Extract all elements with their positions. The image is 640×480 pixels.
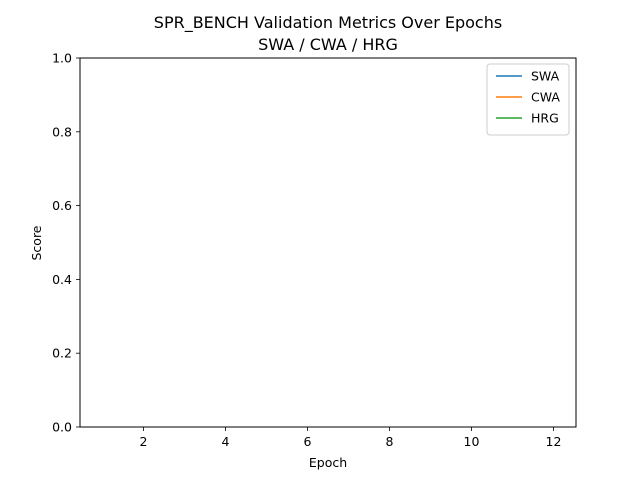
chart-title: SPR_BENCH Validation Metrics Over Epochs (154, 13, 502, 33)
y-tick-label: 0.8 (52, 124, 72, 139)
y-tick-label: 0.0 (52, 420, 72, 435)
y-axis-label: Score (29, 225, 44, 260)
legend-label-swa: SWA (531, 69, 560, 84)
x-tick-label: 10 (464, 434, 480, 449)
legend-label-cwa: CWA (531, 90, 560, 105)
y-tick-label: 0.6 (52, 198, 72, 213)
chart-subtitle: SWA / CWA / HRG (258, 35, 398, 54)
y-tick-label: 0.4 (52, 272, 72, 287)
axes: 2 4 6 8 10 12 0.0 0.2 0.4 0.6 0.8 1.0 (52, 51, 561, 450)
legend-label-hrg: HRG (531, 111, 559, 126)
x-tick-label: 12 (546, 434, 562, 449)
x-tick-label: 2 (140, 434, 148, 449)
x-axis-label: Epoch (309, 455, 347, 470)
x-tick-label: 8 (386, 434, 394, 449)
x-tick-label: 6 (304, 434, 312, 449)
y-tick-label: 0.2 (52, 346, 72, 361)
legend: SWA CWA HRG (486, 63, 570, 136)
y-tick-label: 1.0 (52, 51, 72, 66)
x-tick-label: 4 (222, 434, 230, 449)
